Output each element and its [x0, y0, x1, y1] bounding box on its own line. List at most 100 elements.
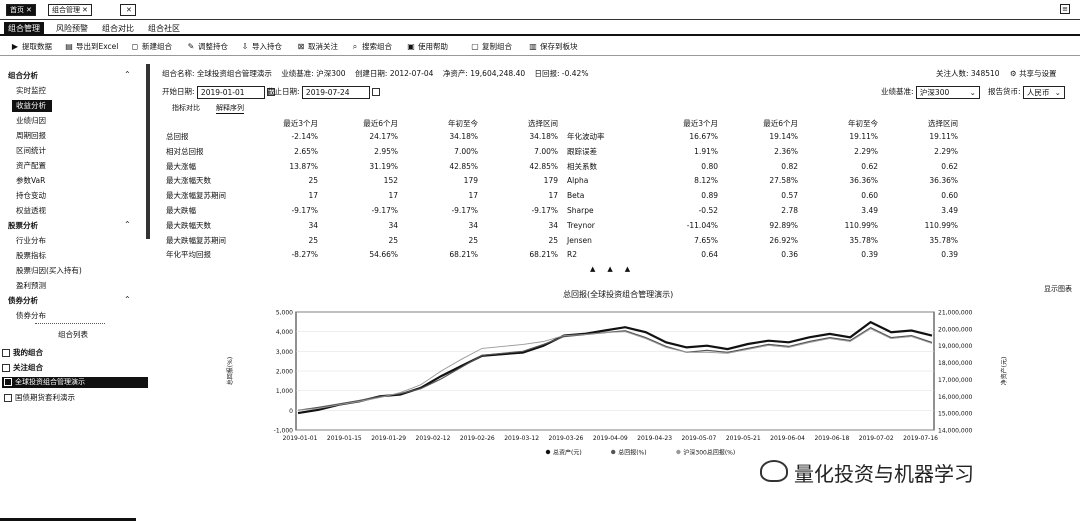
metric-label: 年化平均回报: [166, 250, 211, 260]
x-tick-label: 2019-04-23: [637, 435, 672, 442]
tab-portfolio-community[interactable]: 组合社区: [148, 24, 180, 33]
y-left-tick-label: 0: [289, 408, 293, 415]
gear-icon: ⚙: [1009, 69, 1017, 78]
metric-label: 最大跌幅天数: [166, 220, 211, 230]
metric-value: 0.60: [861, 191, 878, 201]
metric-value: 35.78%: [849, 235, 878, 245]
sidebar-item-bond-dist[interactable]: 债券分布: [16, 311, 46, 320]
x-tick-label: 2019-05-07: [681, 435, 716, 442]
metric-value: 0.36: [781, 250, 798, 260]
collapse-arrows[interactable]: ▲▲▲: [590, 265, 643, 273]
my-portfolios-node[interactable]: 我的组合: [2, 347, 43, 359]
chevron-up-icon[interactable]: ⌃: [124, 70, 131, 79]
folder-icon: [2, 364, 10, 372]
column-header: 年初至今: [848, 119, 878, 128]
tab-metric-compare[interactable]: 指标对比: [172, 104, 200, 112]
calendar-icon[interactable]: [266, 88, 275, 96]
metric-value: 25: [548, 235, 558, 245]
legend-label: 沪深300总回报(%): [683, 449, 735, 457]
start-date-label: 开始日期:: [162, 87, 195, 96]
followed-item-bond-futures[interactable]: 国债期货套利演示: [4, 392, 75, 404]
chevron-up-icon[interactable]: ⌃: [124, 295, 131, 304]
sidebar-item-asset-allocation[interactable]: 资产配置: [16, 161, 46, 170]
window-menu-icon[interactable]: ≡: [1060, 4, 1070, 14]
sidebar-item-holding-change[interactable]: 持仓变动: [16, 191, 46, 200]
close-icon[interactable]: ✕: [126, 6, 132, 14]
metric-value: 13.87%: [289, 161, 318, 171]
close-icon[interactable]: ✕: [82, 6, 88, 14]
sidebar-item-return-analysis[interactable]: 收益分析: [12, 100, 52, 112]
close-icon[interactable]: ✕: [26, 6, 32, 14]
sidebar-item-industry-dist[interactable]: 行业分布: [16, 236, 46, 245]
search-portfolio-button[interactable]: ⌕ 搜索组合: [350, 41, 392, 53]
sidebar-item-stock-attribution[interactable]: 股票归因(买入持有): [16, 266, 82, 275]
app-tab-extra[interactable]: ✕: [120, 4, 136, 16]
share-settings-button[interactable]: ⚙ 共享与设置: [1010, 69, 1057, 78]
sidebar-item-realtime-monitor[interactable]: 实时监控: [16, 86, 46, 95]
metric-value: 7.65%: [694, 235, 718, 245]
tab-portfolio-compare[interactable]: 组合对比: [102, 24, 134, 33]
new-portfolio-button[interactable]: ◻ 新建组合: [130, 41, 172, 53]
chevron-up-icon[interactable]: ⌃: [124, 220, 131, 229]
followed-portfolios-label: 关注组合: [13, 363, 43, 372]
benchmark-label: 业绩基准:: [881, 87, 914, 96]
export-excel-button[interactable]: ▤ 导出到Excel: [64, 41, 118, 53]
metric-value: 68.21%: [449, 250, 478, 260]
app-tab-portfolio[interactable]: 组合管理 ✕: [48, 4, 92, 16]
followed-portfolios-node[interactable]: 关注组合: [2, 362, 43, 374]
chart-toggle-button[interactable]: 显示图表: [1044, 285, 1072, 293]
sidebar-group-bond-analysis[interactable]: 债券分析: [8, 296, 38, 305]
benchmark-select[interactable]: 沪深300 ⌄: [915, 85, 980, 99]
metric-label: Sharpe: [567, 206, 594, 215]
sidebar-item-period-return[interactable]: 周期回报: [16, 131, 46, 140]
sidebar-item-param-var[interactable]: 参数VaR: [16, 176, 46, 185]
metric-label: 最大涨幅: [166, 161, 196, 171]
metric-value: 42.85%: [449, 161, 478, 171]
sidebar-group-stock-analysis[interactable]: 股票分析: [8, 221, 38, 230]
adjust-holdings-button[interactable]: ✎ 调整持仓: [186, 41, 228, 53]
metric-value: 25: [388, 235, 398, 245]
x-tick-label: 2019-01-15: [327, 435, 362, 442]
sidebar-item-earnings-forecast[interactable]: 盈利预测: [16, 281, 46, 290]
help-button[interactable]: ▣ 使用帮助: [406, 41, 448, 53]
metric-value: 16.67%: [689, 132, 718, 141]
tab-explain-series[interactable]: 解释序列: [216, 104, 244, 114]
sidebar-divider[interactable]: [35, 323, 105, 324]
import-holdings-button[interactable]: ⇩ 导入持仓: [240, 41, 282, 53]
followed-item-global-demo[interactable]: 全球投资组合管理演示: [2, 377, 148, 388]
tab-portfolio-manage[interactable]: 组合管理: [4, 22, 44, 35]
metric-value: 17: [388, 191, 398, 201]
y-left-tick-label: 1,000: [276, 388, 293, 395]
unfollow-button[interactable]: ⊠ 取消关注: [296, 41, 338, 53]
sidebar-scrollbar[interactable]: [146, 64, 150, 239]
sidebar-item-stock-metrics[interactable]: 股票指标: [16, 251, 46, 260]
wechat-icon: [760, 460, 788, 482]
calendar-icon[interactable]: [371, 88, 380, 96]
share-settings-label: 共享与设置: [1019, 69, 1057, 78]
folder-icon: [2, 349, 10, 357]
metric-value: 2.36%: [774, 146, 798, 156]
sidebar-item-equity-lookthrough[interactable]: 权益透视: [16, 206, 46, 215]
search-portfolio-label: 搜索组合: [362, 42, 392, 51]
sidebar-item-interval-stats[interactable]: 区间统计: [16, 146, 46, 155]
sidebar-item-attribution[interactable]: 业绩归因: [16, 116, 46, 125]
metric-value: 8.12%: [694, 176, 718, 186]
currency-select[interactable]: 人民币 ⌄: [1022, 85, 1065, 99]
y-left-tick-label: 2,000: [276, 369, 293, 376]
end-date-input[interactable]: 2019-07-24: [301, 85, 370, 99]
copy-portfolio-button[interactable]: ▢ 复制组合: [470, 41, 512, 53]
column-header: 最近3个月: [283, 119, 318, 128]
play-icon: ▶: [11, 42, 19, 51]
tab-risk-alert[interactable]: 风险预警: [56, 24, 88, 33]
start-date-input[interactable]: 2019-01-01: [196, 85, 265, 99]
metric-label: 最大跌幅: [166, 206, 196, 215]
app-tab-portfolio-label: 组合管理: [52, 6, 80, 14]
y-right-tick-label: 19,000,000: [938, 343, 973, 350]
extract-data-button[interactable]: ▶ 提取数据: [10, 41, 52, 53]
sidebar-group-portfolio-analysis[interactable]: 组合分析: [8, 71, 38, 80]
portfolio-name: 组合名称: 全球投资组合管理演示: [162, 69, 272, 78]
metric-value: 36.36%: [929, 176, 958, 186]
save-to-sector-button[interactable]: ▥ 保存到板块: [528, 41, 577, 53]
new-portfolio-label: 新建组合: [142, 42, 172, 51]
app-tab-home[interactable]: 首页 ✕: [6, 4, 36, 16]
